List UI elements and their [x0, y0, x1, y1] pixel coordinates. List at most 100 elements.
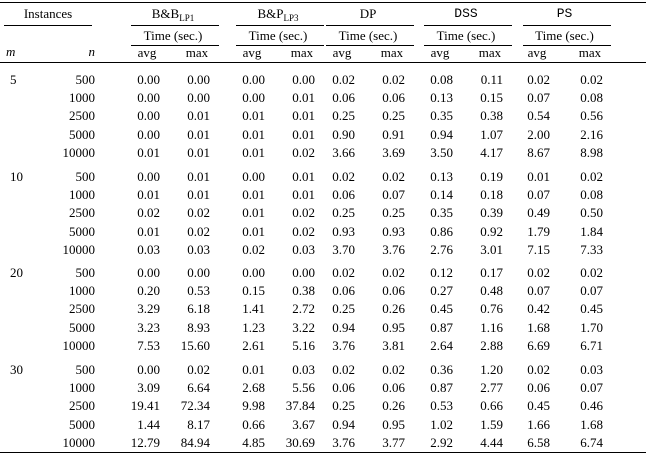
- avg-cell: 0.00: [137, 90, 160, 106]
- rule: [326, 45, 414, 46]
- avg-cell: 0.25: [332, 205, 355, 221]
- avg-label: avg: [332, 45, 352, 60]
- max-cell: 7.33: [580, 241, 603, 257]
- max-cell: 0.07: [580, 380, 603, 396]
- max-cell: 0.00: [292, 72, 315, 87]
- avg-cell: 0.06: [332, 187, 355, 203]
- avg-cell: 2.92: [430, 434, 453, 450]
- n-value: 500: [75, 72, 96, 87]
- avg-cell: 0.00: [137, 169, 160, 184]
- avg-cell: 0.45: [527, 398, 550, 414]
- avg-cell: 19.41: [130, 398, 160, 414]
- m-value: 10: [10, 169, 23, 184]
- max-cell: 0.45: [580, 301, 603, 317]
- n-value: 2500: [69, 108, 95, 124]
- avg-cell: 3.50: [430, 144, 453, 160]
- avg-cell: 1.66: [527, 416, 550, 432]
- method-name: B&P: [257, 6, 284, 21]
- max-cell: 0.26: [382, 398, 405, 414]
- avg-cell: 6.58: [527, 434, 550, 450]
- m-value: 20: [10, 265, 23, 280]
- method-header: DP: [308, 7, 428, 21]
- n-value: 10000: [62, 434, 96, 450]
- avg-cell: 0.07: [527, 90, 550, 106]
- avg-cell: 0.01: [242, 144, 265, 160]
- n-value: 500: [75, 169, 96, 184]
- avg-cell: 0.03: [137, 241, 160, 257]
- max-cell: 4.44: [480, 434, 503, 450]
- max-cell: 2.77: [480, 380, 503, 396]
- max-cell: 0.08: [580, 90, 603, 106]
- rule: [4, 25, 92, 26]
- avg-cell: 0.20: [137, 283, 160, 299]
- avg-cell: 0.01: [137, 223, 160, 239]
- avg-cell: 0.01: [242, 126, 265, 142]
- method-subscript: LP3: [283, 13, 299, 23]
- max-cell: 0.48: [480, 283, 503, 299]
- avg-cell: 3.76: [332, 337, 355, 353]
- max-cell: 6.18: [187, 301, 210, 317]
- avg-cell: 0.02: [527, 362, 550, 377]
- max-cell: 1.07: [480, 126, 503, 142]
- max-cell: 37.84: [285, 398, 315, 414]
- method-header: B&PLP3: [218, 7, 338, 25]
- time-label: Time (sec.): [436, 28, 496, 43]
- max-cell: 3.77: [382, 434, 405, 450]
- avg-cell: 0.42: [527, 301, 550, 317]
- rule: [236, 25, 324, 26]
- avg-cell: 0.02: [332, 362, 355, 377]
- max-cell: 0.50: [580, 205, 603, 221]
- max-cell: 3.01: [480, 241, 503, 257]
- max-cell: 0.02: [580, 169, 603, 184]
- max-cell: 0.01: [292, 126, 315, 142]
- max-cell: 0.19: [480, 169, 503, 184]
- max-cell: 0.08: [580, 187, 603, 203]
- max-cell: 0.46: [580, 398, 603, 414]
- method-subscript: LP1: [179, 13, 195, 23]
- n-value: 10000: [62, 337, 96, 353]
- avg-cell: 3.23: [137, 319, 160, 335]
- max-cell: 0.25: [382, 205, 405, 221]
- max-cell: 3.69: [382, 144, 405, 160]
- max-cell: 0.06: [382, 90, 405, 106]
- avg-cell: 0.35: [430, 108, 453, 124]
- avg-label: avg: [242, 45, 262, 60]
- max-cell: 0.06: [382, 283, 405, 299]
- max-cell: 0.95: [382, 319, 405, 335]
- avg-cell: 1.44: [137, 416, 160, 432]
- max-cell: 6.64: [187, 380, 210, 396]
- max-cell: 3.67: [292, 416, 315, 432]
- avg-cell: 0.01: [242, 223, 265, 239]
- max-cell: 0.17: [480, 265, 503, 280]
- avg-cell: 0.08: [430, 72, 453, 87]
- avg-cell: 0.54: [527, 108, 550, 124]
- max-cell: 0.00: [187, 265, 210, 280]
- max-cell: 0.02: [292, 144, 315, 160]
- n-value: 2500: [69, 205, 95, 221]
- avg-cell: 0.00: [242, 265, 265, 280]
- avg-cell: 0.02: [242, 241, 265, 257]
- avg-cell: 0.00: [137, 72, 160, 87]
- max-cell: 3.76: [382, 241, 405, 257]
- max-cell: 0.95: [382, 416, 405, 432]
- time-label: Time (sec.): [338, 28, 398, 43]
- avg-cell: 0.02: [332, 72, 355, 87]
- m-value: 5: [10, 72, 17, 87]
- max-cell: 0.15: [480, 90, 503, 106]
- avg-cell: 0.94: [430, 126, 453, 142]
- max-cell: 0.25: [382, 108, 405, 124]
- avg-label: avg: [137, 45, 157, 60]
- avg-cell: 0.01: [137, 187, 160, 203]
- avg-cell: 1.02: [430, 416, 453, 432]
- avg-cell: 0.25: [332, 108, 355, 124]
- max-cell: 3.22: [292, 319, 315, 335]
- max-cell: 2.72: [292, 301, 315, 317]
- max-cell: 8.17: [187, 416, 210, 432]
- avg-cell: 0.06: [332, 380, 355, 396]
- avg-cell: 0.25: [332, 301, 355, 317]
- avg-cell: 0.49: [527, 205, 550, 221]
- avg-label: avg: [430, 45, 450, 60]
- avg-cell: 0.15: [242, 283, 265, 299]
- max-cell: 2.16: [580, 126, 603, 142]
- max-cell: 0.01: [187, 108, 210, 124]
